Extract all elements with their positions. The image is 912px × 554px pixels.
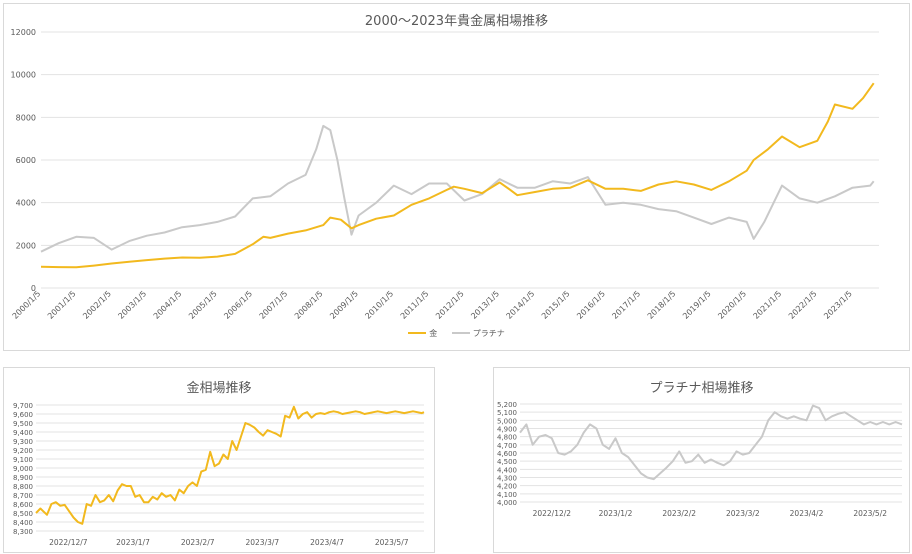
y-tick-label: 5,200 (497, 401, 517, 409)
x-tick-label: 2023/4/2 (790, 509, 824, 518)
legend-swatch-platinum (451, 332, 470, 334)
x-tick-label: 2023/5/7 (375, 538, 409, 547)
x-tick-label: 2015/1/5 (540, 289, 572, 321)
x-tick-label: 2023/2/7 (181, 538, 215, 547)
y-tick-label: 4,500 (497, 458, 517, 466)
x-tick-label: 2023/1/7 (116, 538, 150, 547)
x-tick-label: 2021/1/5 (752, 289, 784, 321)
y-tick-label: 4,200 (497, 483, 517, 491)
y-tick-label: 4000 (16, 199, 36, 208)
legend-item-platinum: プラチナ (451, 328, 505, 339)
y-tick-label: 5,100 (497, 409, 517, 417)
y-tick-label: 4,300 (497, 475, 517, 483)
y-tick-label: 8,400 (13, 519, 33, 527)
y-tick-label: 8,700 (13, 492, 33, 500)
y-tick-label: 9,300 (13, 438, 33, 446)
y-tick-label: 9,600 (13, 411, 33, 419)
y-tick-label: 8,600 (13, 501, 33, 509)
x-tick-label: 2013/1/5 (469, 289, 501, 321)
platinum-chart-plot: 4,0004,1004,2004,3004,4004,5004,6004,700… (497, 401, 903, 518)
x-tick-label: 2011/1/5 (399, 289, 431, 321)
legend: 金 プラチナ (4, 327, 909, 339)
x-tick-label: 2012/1/5 (434, 289, 466, 321)
x-tick-label: 2014/1/5 (505, 289, 537, 321)
y-tick-label: 8,500 (13, 510, 33, 518)
y-tick-label: 9,000 (13, 465, 33, 473)
x-tick-label: 2016/1/5 (575, 289, 607, 321)
y-tick-label: 9,100 (13, 456, 33, 464)
y-tick-label: 4,000 (497, 499, 517, 507)
y-tick-label: 4,700 (497, 442, 517, 450)
y-tick-label: 9,200 (13, 447, 33, 455)
x-tick-label: 2002/1/5 (81, 289, 113, 321)
x-tick-label: 2009/1/5 (328, 289, 360, 321)
x-tick-label: 2003/1/5 (116, 289, 148, 321)
chart-title: 2000〜2023年貴金属相場推移 (364, 14, 549, 29)
y-tick-label: 10000 (11, 71, 36, 80)
legend-label-platinum: プラチナ (472, 328, 505, 338)
y-tick-label: 4,100 (497, 491, 517, 499)
platinum-chart-title: プラチナ相場推移 (649, 381, 754, 396)
series-line-gold (40, 82, 875, 269)
y-tick-label: 8,800 (13, 483, 33, 491)
x-tick-label: 2022/1/5 (787, 289, 819, 321)
x-tick-label: 2022/12/7 (49, 538, 88, 547)
gold-chart-panel: 金相場推移 8,300 8,400 8,500 8,600 8,700 8,800 8,90… (3, 367, 435, 553)
x-tick-label: 2023/1/5 (822, 289, 854, 321)
y-tick-label: 8,900 (13, 474, 33, 482)
y-tick-label: 4,900 (497, 426, 517, 434)
series-line (519, 404, 903, 481)
y-tick-label: 4,600 (497, 450, 517, 458)
x-tick-label: 2001/1/5 (46, 289, 78, 321)
y-tick-label: 8000 (16, 113, 36, 122)
x-tick-label: 2010/1/5 (363, 289, 395, 321)
y-tick-label: 0 (31, 284, 36, 293)
x-tick-label: 2020/1/5 (716, 289, 748, 321)
x-tick-label: 2022/12/2 (533, 509, 572, 518)
x-tick-label: 2000/1/5 (11, 289, 43, 321)
y-tick-label: 4,800 (497, 434, 517, 442)
main-chart-panel: 2000〜2023年貴金属相場推移 0 2000 4000 6000 8000 10000… (3, 3, 910, 351)
y-tick-label: 6000 (16, 156, 36, 165)
legend-swatch-gold (408, 332, 427, 334)
y-tick-label: 2000 (16, 241, 36, 250)
y-tick-label: 8,300 (13, 528, 33, 536)
x-tick-label: 2006/1/5 (222, 289, 254, 321)
x-tick-label: 2019/1/5 (681, 289, 713, 321)
y-tick-label: 9,700 (13, 402, 33, 410)
x-tick-label: 2004/1/5 (152, 289, 184, 321)
x-tick-label: 2023/5/2 (853, 509, 887, 518)
series-line (35, 405, 425, 525)
y-tick-label: 5,000 (497, 417, 517, 425)
x-tick-label: 2018/1/5 (646, 289, 678, 321)
main-chart-plot: 0 2000 4000 6000 8000 10000 12000 2000/1/5 2001/… (11, 28, 879, 321)
y-tick-label: 9,500 (13, 420, 33, 428)
platinum-chart-panel: プラチナ相場推移 4,000 4,100 4,200 4,300 4,400 4,500 4… (493, 367, 910, 553)
legend-label-gold: 金 (429, 328, 438, 338)
gold-chart-title: 金相場推移 (186, 381, 252, 396)
x-tick-label: 2023/2/2 (662, 509, 696, 518)
series-line-platinum (40, 124, 875, 253)
gold-chart-plot: 8,3008,4008,5008,6008,7008,8008,9009,000… (13, 402, 425, 547)
y-tick-label: 4,400 (497, 466, 517, 474)
y-tick-label: 9,400 (13, 429, 33, 437)
x-tick-label: 2007/1/5 (258, 289, 290, 321)
y-tick-label: 12000 (11, 28, 36, 37)
legend-item-gold: 金 (408, 328, 437, 339)
x-tick-label: 2023/3/2 (726, 509, 760, 518)
x-tick-label: 2023/1/2 (599, 509, 633, 518)
x-tick-label: 2023/3/7 (245, 538, 279, 547)
x-tick-label: 2005/1/5 (187, 289, 219, 321)
x-tick-label: 2023/4/7 (310, 538, 344, 547)
x-tick-label: 2017/1/5 (610, 289, 642, 321)
x-tick-label: 2008/1/5 (293, 289, 325, 321)
